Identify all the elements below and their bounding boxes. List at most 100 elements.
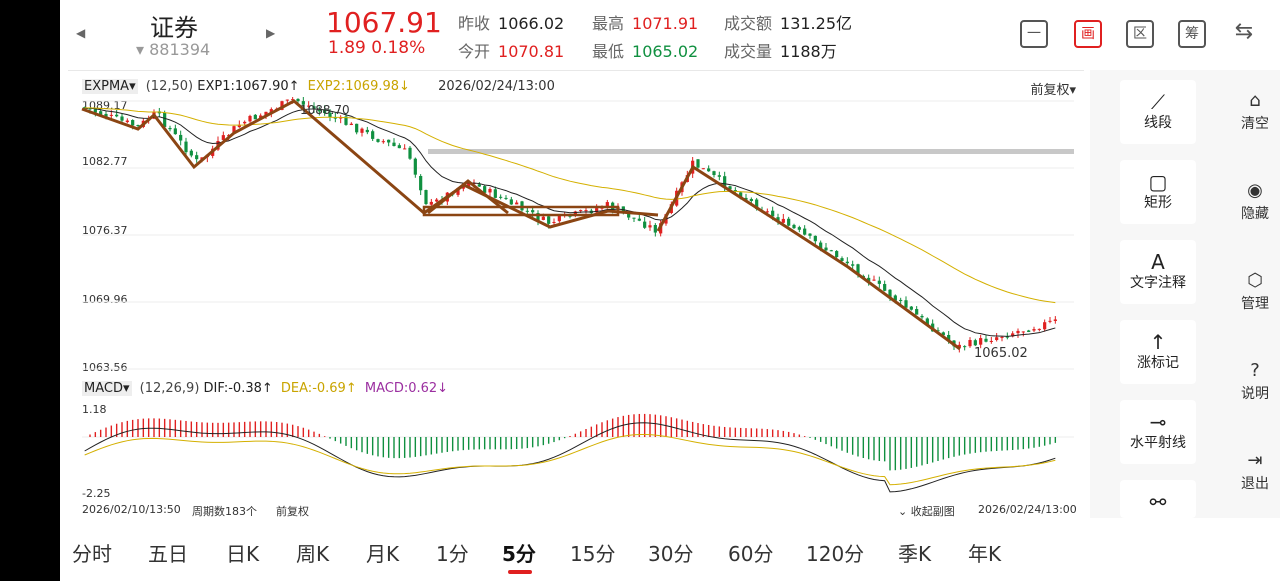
tab-five-day[interactable]: 五日 — [148, 542, 188, 566]
chip-button[interactable]: 筹 — [1178, 20, 1206, 48]
clear-button[interactable]: ⌂ 清空 — [1230, 90, 1280, 133]
candle-body — [168, 127, 172, 130]
more-tool[interactable]: ⚯ — [1120, 480, 1196, 518]
tab-5min[interactable]: 5分 — [502, 542, 536, 566]
sub-legend: MACD▾ (12,26,9) DIF:-0.38↑ DEA:-0.69↑ MA… — [82, 381, 449, 396]
candle-body — [797, 227, 801, 230]
candle-body — [269, 109, 273, 113]
candle-body — [883, 283, 887, 291]
candle-body — [104, 113, 108, 117]
candle-body — [195, 155, 199, 160]
drawn-triangle — [427, 179, 509, 215]
candle-body — [99, 111, 103, 115]
text-note-tool[interactable]: A 文字注释 — [1120, 240, 1196, 304]
sub-indicator-select[interactable]: MACD▾ — [82, 381, 132, 396]
drawn-downtrend — [656, 164, 961, 351]
drawing-tools-panel: ⟋ 线段 ▢ 矩形 A 文字注释 ↑ 涨标记 ⊸ 水平射线 ⚯ ⌂ 清空 ◉ 隐藏 … — [1090, 70, 1280, 518]
tab-120min[interactable]: 120分 — [806, 542, 865, 566]
candle-body — [979, 338, 983, 345]
line-segment-tool[interactable]: ⟋ 线段 — [1120, 80, 1196, 144]
candle-body — [925, 318, 929, 325]
candle-body — [307, 105, 311, 107]
stock-code[interactable]: ▾ 881394 — [136, 40, 211, 59]
candle-body — [371, 131, 375, 139]
y-label-2: 1082.77 — [82, 155, 128, 168]
main-indicator-select[interactable]: EXPMA▾ — [82, 79, 138, 94]
candle-body — [536, 213, 540, 221]
candle-body — [184, 141, 188, 153]
adjust-select[interactable]: 前复权▾ — [1030, 83, 1076, 98]
candle-body — [947, 334, 951, 340]
tab-30min[interactable]: 30分 — [648, 542, 694, 566]
drawn-rectangle — [422, 205, 620, 217]
candle-body — [253, 114, 257, 120]
candle-body — [877, 280, 881, 284]
tab-1min[interactable]: 1分 — [436, 542, 469, 566]
region-button[interactable]: 区 — [1126, 20, 1154, 48]
candle-body — [989, 340, 993, 342]
macd-chart — [82, 413, 1074, 493]
tab-weekly[interactable]: 周K — [296, 542, 330, 566]
candle-body — [333, 117, 337, 119]
candle-body — [259, 115, 263, 119]
draw-button[interactable]: 画 — [1074, 20, 1102, 48]
rotate-icon[interactable]: ⇆ — [1234, 19, 1254, 44]
candle-body — [728, 186, 732, 190]
candle-body — [136, 125, 140, 127]
candle-body — [717, 175, 721, 177]
tab-intraday[interactable]: 分时 — [72, 542, 112, 566]
candle-body — [1005, 336, 1009, 338]
quote-header: ◀ ▶ 证券 ▾ 881394 1067.91 1.89 0.18% 昨收 106… — [60, 0, 1280, 66]
candle-body — [360, 128, 364, 133]
tab-monthly[interactable]: 月K — [366, 542, 400, 566]
candle-body — [1027, 330, 1031, 332]
eye-icon: ◉ — [1247, 180, 1263, 201]
candle-body — [93, 109, 97, 113]
exit-button[interactable]: ⇥ 退出 — [1230, 450, 1280, 493]
candle-body — [125, 120, 129, 123]
y-label-bottom: 1063.56 — [82, 361, 128, 374]
candle-body — [1032, 329, 1036, 331]
chart-area[interactable]: EXPMA▾ (12,50) EXP1:1067.90↑ EXP2:1069.9… — [68, 70, 1084, 518]
candle-body — [355, 123, 359, 133]
candle-body — [1043, 322, 1047, 330]
candle-body — [813, 235, 817, 242]
candle-body — [557, 215, 561, 222]
candle-body — [744, 197, 748, 200]
hexagon-icon: ⬡ — [1247, 270, 1263, 291]
candle-body — [632, 217, 636, 219]
horizontal-ray-tool[interactable]: ⊸ 水平射线 — [1120, 400, 1196, 464]
minus-button[interactable]: 一 — [1020, 20, 1048, 48]
rise-mark-tool[interactable]: ↑ 涨标记 — [1120, 320, 1196, 384]
candle-body — [840, 258, 844, 261]
candle-body — [376, 139, 380, 142]
candle-body — [392, 142, 396, 147]
rectangle-tool[interactable]: ▢ 矩形 — [1120, 160, 1196, 224]
selected-tab-indicator — [508, 570, 532, 574]
candle-body — [173, 128, 177, 135]
candle-body — [749, 198, 753, 201]
price-change: 1.89 0.18% — [328, 38, 426, 58]
candlestick-chart — [81, 97, 1074, 370]
hide-button[interactable]: ◉ 隐藏 — [1230, 180, 1280, 223]
candle-body — [189, 150, 193, 156]
tab-15min[interactable]: 15分 — [570, 542, 616, 566]
rectangle-icon: ▢ — [1148, 170, 1168, 194]
question-icon: ? — [1250, 360, 1260, 381]
next-stock-arrow[interactable]: ▶ — [266, 26, 276, 40]
tab-quarterly[interactable]: 季K — [898, 542, 932, 566]
tab-60min[interactable]: 60分 — [728, 542, 774, 566]
tab-daily[interactable]: 日K — [226, 542, 260, 566]
candle-body — [525, 210, 529, 212]
collapse-subchart-button[interactable]: ⌄ 收起副图 — [898, 505, 955, 518]
candle-body — [317, 109, 321, 112]
candle-body — [419, 176, 423, 191]
prev-stock-arrow[interactable]: ◀ — [76, 26, 86, 40]
help-button[interactable]: ? 说明 — [1230, 360, 1280, 403]
candle-body — [413, 158, 417, 175]
manage-button[interactable]: ⬡ 管理 — [1230, 270, 1280, 313]
tab-yearly[interactable]: 年K — [968, 542, 1002, 566]
candle-body — [803, 228, 807, 235]
candle-body — [648, 225, 652, 228]
candle-body — [509, 199, 513, 205]
